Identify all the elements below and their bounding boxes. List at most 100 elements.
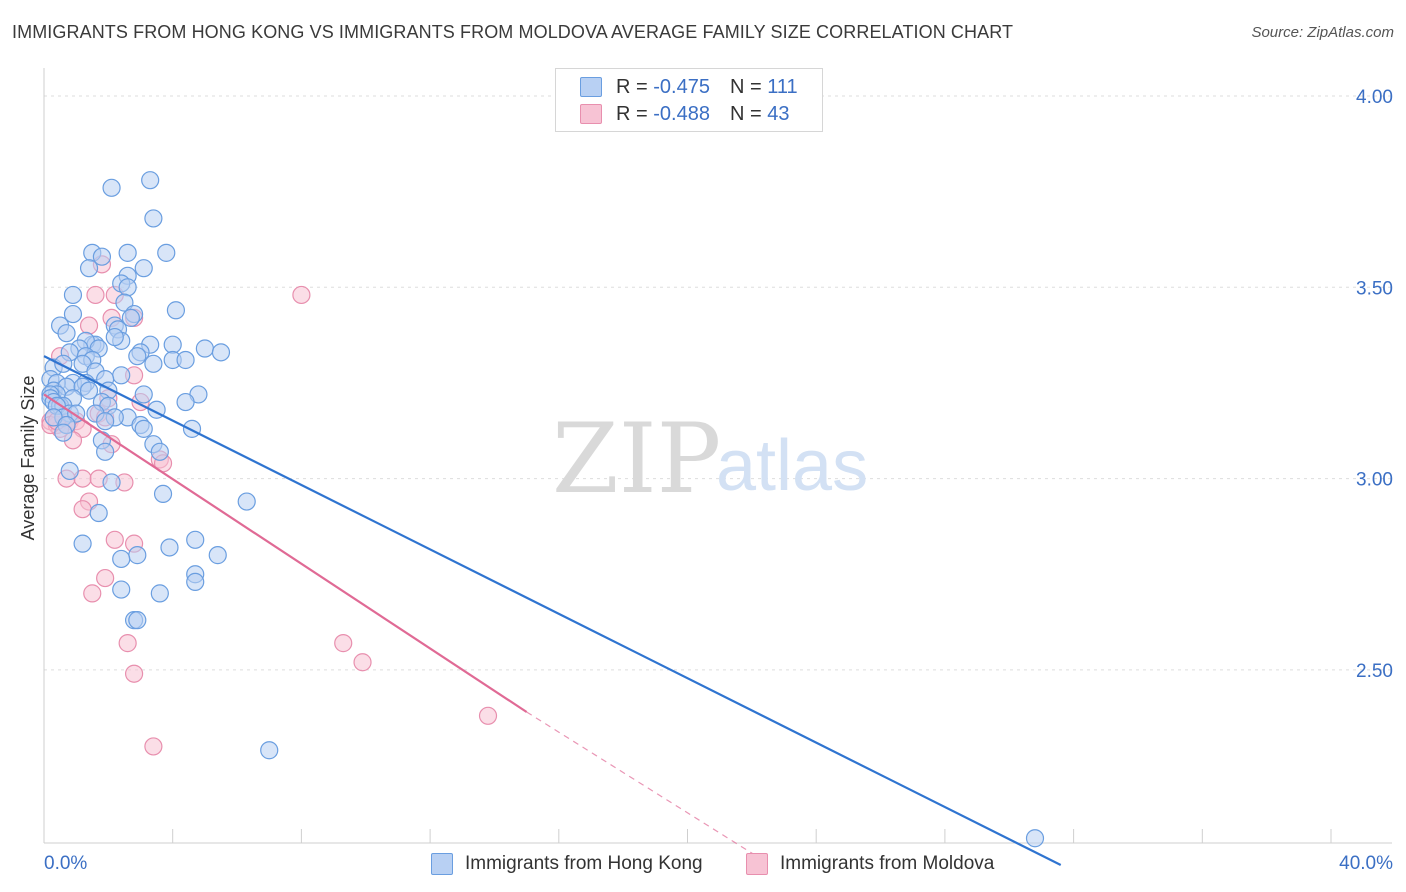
hong-kong-point xyxy=(96,442,115,461)
hong-kong-point xyxy=(112,366,131,385)
legend-row-moldova: R = -0.488 N = 43 xyxy=(580,100,789,128)
source-label: Source: ZipAtlas.com xyxy=(1251,24,1394,41)
bottom-legend-hong-kong: Immigrants from Hong Kong xyxy=(431,852,703,876)
hong-kong-point xyxy=(186,572,205,592)
hong-kong-point xyxy=(57,324,76,343)
hong-kong-point xyxy=(160,538,179,557)
hong-kong-point xyxy=(102,178,121,197)
moldova-point xyxy=(353,653,372,672)
hong-kong-point xyxy=(121,308,140,328)
hong-kong-point xyxy=(63,304,83,324)
legend-n-value: 111 xyxy=(767,75,798,98)
hong-kong-point xyxy=(92,247,112,266)
legend-r-value: -0.475 xyxy=(653,75,710,98)
moldova-point xyxy=(73,500,92,519)
legend-r-label: R = xyxy=(616,102,648,125)
hong-kong-point xyxy=(134,259,153,278)
hong-kong-point xyxy=(79,259,99,278)
y-tick-label: 3.00 xyxy=(1356,470,1393,491)
bottom-legend-moldova: Immigrants from Moldova xyxy=(746,852,994,876)
hong-kong-point xyxy=(166,301,186,320)
trend-lines xyxy=(43,355,1062,867)
legend-n-label: N = xyxy=(729,75,762,98)
y-axis-label: Average Family Size xyxy=(18,376,38,541)
hong-kong-point xyxy=(112,549,131,569)
hong-kong-point xyxy=(182,419,202,438)
hong-kong-point xyxy=(1025,829,1045,848)
hong-kong-point xyxy=(144,209,163,228)
hong-kong-point xyxy=(96,412,115,431)
moldova-point xyxy=(86,285,105,305)
hong-kong-point xyxy=(102,473,121,492)
axes xyxy=(43,68,1392,844)
hong-kong-point xyxy=(134,419,153,438)
bottom-legend-label: Immigrants from Moldova xyxy=(780,853,995,874)
hong-kong-point xyxy=(153,484,173,504)
hong-kong-point xyxy=(195,339,214,358)
x-tick-label: 40.0% xyxy=(1339,853,1393,874)
x-tick-labels: 0.0% 40.0% xyxy=(44,853,1393,874)
hong-kong-point xyxy=(60,461,79,481)
legend-r-value: -0.488 xyxy=(653,102,710,125)
legend-swatch-pink xyxy=(580,104,602,124)
y-tick-label: 3.50 xyxy=(1356,278,1393,299)
moldova-point xyxy=(83,584,102,603)
correlation-legend: R = -0.475 N = 111 R = -0.488 N = 43 xyxy=(555,68,823,132)
hong-kong-point xyxy=(186,530,205,549)
bottom-legend-swatch-pink xyxy=(746,853,768,875)
legend-n-value: 43 xyxy=(767,102,790,125)
hong-kong-trend-line xyxy=(43,355,1062,867)
hong-kong-point xyxy=(141,171,160,190)
hong-kong-point xyxy=(134,385,153,404)
hong-kong-point xyxy=(118,243,137,262)
moldova-point xyxy=(105,530,124,549)
x-tick-label: 0.0% xyxy=(44,853,87,874)
hong-kong-point xyxy=(176,392,195,412)
moldova-point xyxy=(144,737,163,756)
y-tick-label: 2.50 xyxy=(1356,661,1393,682)
legend-r-label: R = xyxy=(616,75,648,98)
bottom-legend-swatch-blue xyxy=(431,853,453,875)
hong-kong-point xyxy=(89,503,108,523)
hong-kong-point xyxy=(118,278,137,297)
hong-kong-point xyxy=(260,741,279,760)
hong-kong-point xyxy=(79,381,99,400)
hong-kong-point xyxy=(208,546,227,565)
hong-kong-point xyxy=(105,327,124,347)
hong-kong-point xyxy=(128,347,147,366)
hong-kong-point xyxy=(54,423,73,442)
moldova-point xyxy=(334,634,353,653)
grid-lines xyxy=(44,95,1392,671)
y-tick-label: 4.00 xyxy=(1356,87,1393,108)
moldova-point xyxy=(478,706,498,725)
watermark: ZIP atlas xyxy=(552,403,868,515)
hong-kong-point xyxy=(176,350,195,370)
legend-n-label: N = xyxy=(729,102,762,125)
hong-kong-point xyxy=(211,343,231,362)
moldova-point xyxy=(96,568,115,588)
hong-kong-point xyxy=(128,546,147,565)
hong-kong-point xyxy=(112,580,131,599)
moldova-point xyxy=(118,634,137,653)
y-tick-labels: 4.00 3.50 3.00 2.50 xyxy=(1356,87,1393,682)
legend-row-hong-kong: R = -0.475 N = 111 xyxy=(580,73,798,101)
hong-kong-point xyxy=(163,335,182,354)
moldova-point xyxy=(124,664,144,683)
hong-kong-point xyxy=(150,442,169,461)
moldova-point xyxy=(79,316,99,335)
watermark-atlas: atlas xyxy=(716,426,868,506)
moldova-trend-line xyxy=(43,393,528,713)
bottom-legend-label: Immigrants from Hong Kong xyxy=(465,853,703,874)
hong-kong-point xyxy=(144,354,163,373)
hong-kong-point xyxy=(157,243,176,262)
hong-kong-point xyxy=(73,534,92,553)
hong-kong-point xyxy=(63,285,83,305)
hong-kong-point xyxy=(237,492,256,511)
moldova-trend-extension xyxy=(526,711,766,862)
watermark-zip: ZIP xyxy=(552,403,721,515)
moldova-point xyxy=(292,285,311,305)
hong-kong-points xyxy=(41,171,1045,848)
hong-kong-point xyxy=(150,584,169,603)
hong-kong-point xyxy=(128,611,147,630)
